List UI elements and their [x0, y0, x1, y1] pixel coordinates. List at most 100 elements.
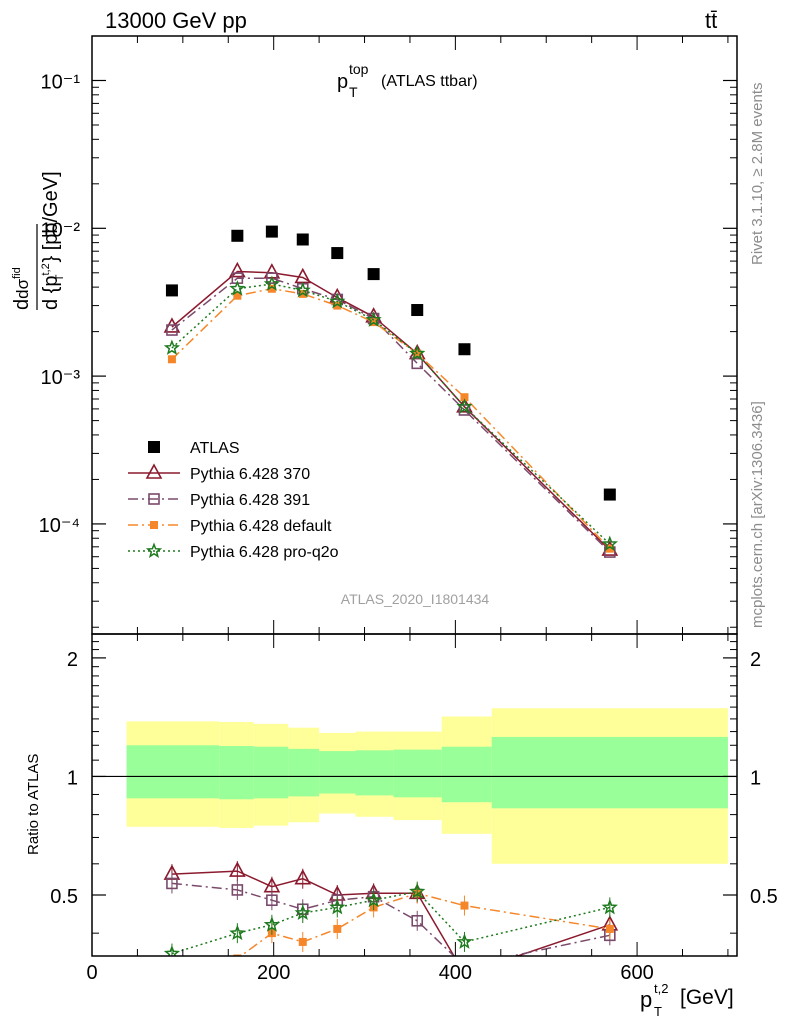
ratio-band-inner [288, 748, 320, 797]
xtick-label: 600 [620, 962, 653, 984]
legend-label: Pythia 6.428 391 [190, 492, 310, 509]
ratio-data-point [409, 883, 426, 899]
ratio-ytick-label-right: 1 [750, 767, 761, 789]
legend-label: Pythia 6.428 default [190, 518, 332, 535]
xlabel-sub: T [654, 1004, 662, 1019]
main-data-point [267, 284, 276, 293]
ratio-data-point [166, 877, 178, 890]
ratio-band-inner [253, 746, 289, 799]
energy-label: 13000 GeV pp [105, 8, 247, 33]
legend-label: Pythia 6.428 pro-q2o [190, 544, 339, 561]
process-label: tt̄ [705, 8, 717, 33]
ylabel-den-close: } [pb/GeV] [40, 171, 62, 262]
ylabel-denominator: d {pt,2T} [pb/GeV] [40, 171, 66, 310]
ylabel-den-sub: T [54, 274, 66, 281]
ratio-band-inner [441, 746, 492, 803]
xlabel-sup: t,2 [654, 981, 668, 996]
main-data-point [365, 311, 382, 327]
main-data-point [367, 268, 380, 281]
ylabel-fid: fid [11, 267, 23, 279]
main-data-point [165, 284, 178, 297]
ratio-band-inner [393, 749, 442, 798]
ratio-data-point [231, 884, 244, 896]
ratio-ytick-label-right: 2 [750, 649, 761, 671]
ratio-data-point [601, 898, 618, 915]
main-data-point [329, 292, 346, 309]
ratio-ytick-label: 2 [67, 649, 78, 671]
ratio-data-point [333, 924, 342, 933]
x-axis-label: p t,2 T [GeV] [640, 981, 734, 1019]
main-series-line [171, 270, 611, 551]
ratio-data-point [294, 904, 311, 921]
ylabel-sigma: dσ [13, 278, 32, 298]
ratio-band-inner [355, 750, 394, 796]
xlabel-unit: [GeV] [680, 986, 734, 1009]
legend-label: ATLAS [190, 440, 240, 457]
ratio-panel-axes: 0.5 0.5 1 1 2 2 0 200 400 600 [50, 634, 778, 984]
main-data-point [603, 488, 616, 501]
main-data-point [460, 393, 469, 402]
main-data-point [458, 343, 471, 356]
main-data-point [163, 339, 181, 355]
plot-title-suffix: (ATLAS ttbar) [381, 73, 478, 90]
main-data-point [331, 247, 344, 260]
main-data-point [294, 281, 311, 298]
ratio-data-point [329, 898, 346, 915]
main-data-point [601, 535, 618, 552]
plot-title-sub: T [349, 84, 358, 100]
main-data-point [263, 275, 281, 291]
ratio-data-point [460, 901, 469, 910]
legend-label: Pythia 6.428 370 [190, 466, 310, 483]
ratio-ylabel: Ratio to ATLAS [25, 754, 42, 855]
ratio-data-point [411, 914, 424, 927]
main-data-point [265, 225, 278, 238]
main-panel-frame [91, 35, 738, 635]
analysis-id: ATLAS_2020_I1801434 [341, 591, 490, 607]
main-data-point [167, 355, 176, 364]
ratio-data-point [294, 869, 312, 885]
main-panel-axes: 10⁻¹ 10⁻² 10⁻³ 10⁻⁴ [39, 35, 737, 634]
ratio-data-point [365, 891, 382, 908]
main-ytick-label: 10⁻³ [41, 367, 81, 389]
legend-marker [145, 463, 163, 479]
ylabel-den-sup: t,2 [40, 263, 52, 275]
main-data-point [166, 324, 178, 336]
xtick-label: 400 [439, 962, 472, 984]
ratio-panel-bands [92, 708, 737, 864]
main-series-line [171, 277, 611, 553]
ratio-series-line [171, 890, 610, 955]
main-data-point [605, 544, 614, 553]
main-data-point [233, 291, 242, 300]
main-data-point [411, 357, 424, 370]
ylabel-text: ddσfid [11, 267, 33, 310]
ylabel-numerator: d [11, 299, 33, 310]
legend-marker [148, 441, 160, 453]
main-data-point [231, 229, 244, 242]
ratio-data-point [456, 933, 473, 949]
main-data-point [411, 304, 424, 317]
ratio-band-inner [491, 736, 728, 809]
ratio-data-point [163, 945, 181, 956]
ratio-data-point [233, 954, 242, 956]
main-ytick-label: 10⁻⁴ [39, 515, 80, 537]
ratio-band-inner [126, 745, 220, 799]
ratio-band-inner [319, 751, 356, 794]
ratio-data-point [229, 924, 246, 941]
main-data-point [456, 398, 473, 414]
ratio-data-point [168, 957, 176, 965]
ratio-panel-frame [91, 633, 738, 957]
main-data-point [229, 261, 246, 278]
plot-title-sup: top [349, 61, 369, 77]
main-data-point [458, 404, 471, 416]
rivet-label: Rivet 3.1.10, ≥ 2.8M events [749, 83, 766, 266]
ratio-ytick-label-right: 0.5 [750, 886, 778, 908]
main-data-point [409, 345, 426, 361]
main-ylabel: ddσfid d {pt,2T} [pb/GeV] [11, 171, 66, 310]
plot-title-main: p [337, 71, 348, 93]
main-data-point [229, 280, 246, 296]
main-ytick-label: 10⁻² [41, 219, 81, 241]
xlabel-main: p [640, 987, 652, 1012]
legend-marker [145, 542, 163, 558]
main-panel-series [163, 225, 619, 558]
